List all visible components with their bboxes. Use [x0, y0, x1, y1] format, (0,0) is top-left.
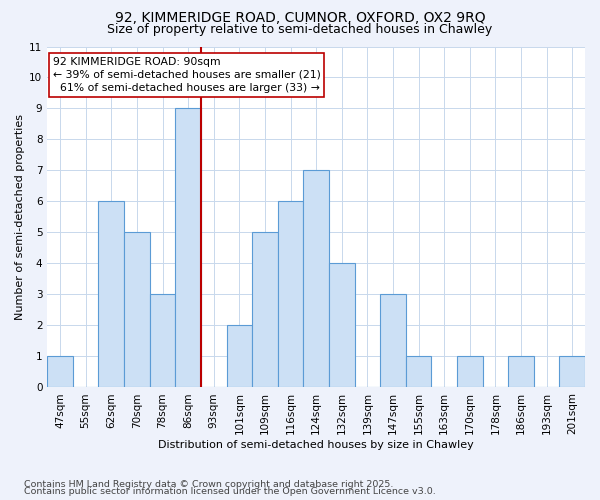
Text: 92 KIMMERIDGE ROAD: 90sqm
← 39% of semi-detached houses are smaller (21)
  61% o: 92 KIMMERIDGE ROAD: 90sqm ← 39% of semi-…: [53, 56, 320, 93]
Bar: [124, 232, 150, 388]
X-axis label: Distribution of semi-detached houses by size in Chawley: Distribution of semi-detached houses by …: [158, 440, 474, 450]
Text: Contains public sector information licensed under the Open Government Licence v3: Contains public sector information licen…: [24, 488, 436, 496]
Bar: [150, 294, 175, 388]
Text: 92, KIMMERIDGE ROAD, CUMNOR, OXFORD, OX2 9RQ: 92, KIMMERIDGE ROAD, CUMNOR, OXFORD, OX2…: [115, 12, 485, 26]
Bar: [380, 294, 406, 388]
Bar: [278, 202, 304, 388]
Bar: [227, 326, 252, 388]
Bar: [98, 202, 124, 388]
Bar: [508, 356, 534, 388]
Bar: [329, 264, 355, 388]
Bar: [47, 356, 73, 388]
Bar: [252, 232, 278, 388]
Text: Contains HM Land Registry data © Crown copyright and database right 2025.: Contains HM Land Registry data © Crown c…: [24, 480, 394, 489]
Bar: [457, 356, 482, 388]
Bar: [406, 356, 431, 388]
Text: Size of property relative to semi-detached houses in Chawley: Size of property relative to semi-detach…: [107, 22, 493, 36]
Bar: [304, 170, 329, 388]
Bar: [175, 108, 201, 388]
Y-axis label: Number of semi-detached properties: Number of semi-detached properties: [15, 114, 25, 320]
Bar: [559, 356, 585, 388]
